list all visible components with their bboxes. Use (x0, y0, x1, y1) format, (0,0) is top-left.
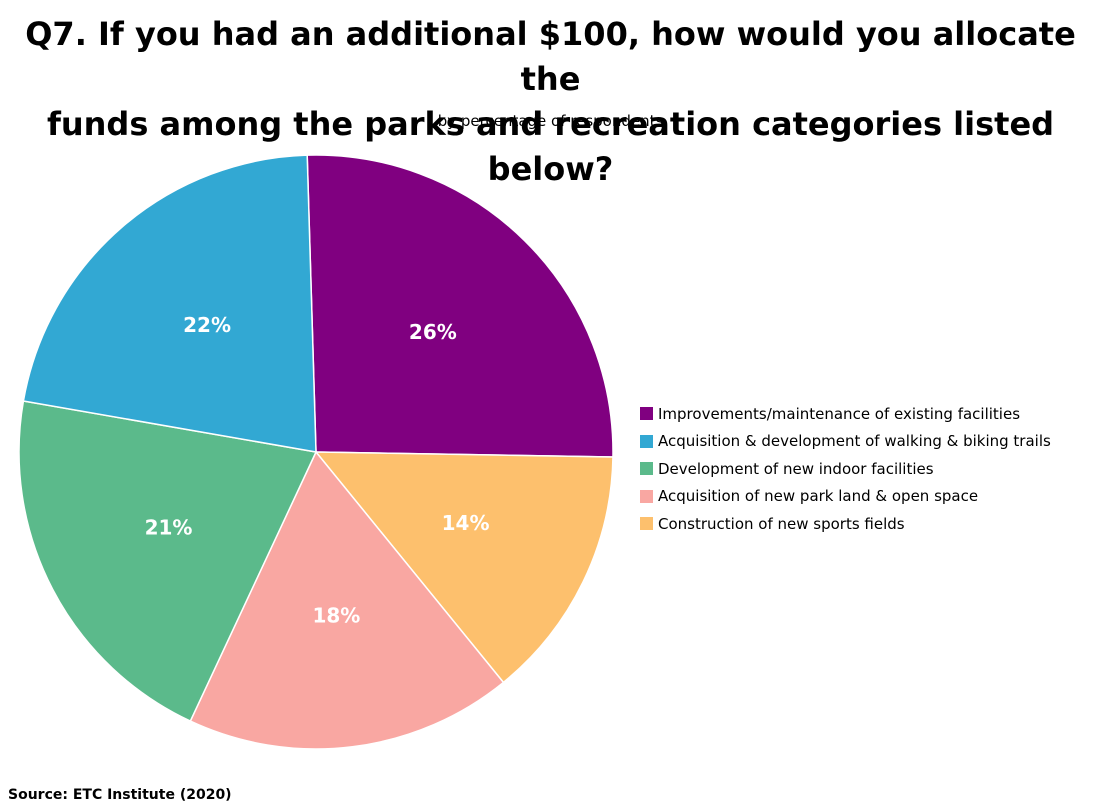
legend-label: Construction of new sports fields (658, 514, 905, 533)
legend-swatch (640, 517, 653, 531)
pie-slice-development-of-new-indoor-facilities (18, 400, 318, 723)
slice-label-improvements-maintenance-of-existing-facilities: 26% (409, 320, 457, 344)
slice-label-construction-of-new-sports-fields: 14% (442, 511, 490, 535)
pie-slice-acquisition-of-new-park-land-open-space (189, 450, 505, 750)
title-line-1: Q7. If you had an additional $100, how w… (25, 15, 1076, 98)
chart-title: Q7. If you had an additional $100, how w… (0, 12, 1101, 192)
source-note: Source: ETC Institute (2020) (8, 787, 232, 803)
pie-slice-acquisition-development-of-walking-biking-trails (22, 154, 317, 453)
legend-label: Improvements/maintenance of existing fac… (658, 404, 1021, 423)
slice-label-acquisition-of-new-park-land-open-space: 18% (312, 604, 360, 628)
legend-swatch (640, 434, 653, 448)
chart-legend: Improvements/maintenance of existing fac… (640, 400, 1051, 538)
legend-item-acquisition-development-of-walking-biking-trails: Acquisition & development of walking & b… (640, 428, 1051, 456)
chart-subtitle: by percentage of respondents (437, 112, 664, 130)
legend-label: Development of new indoor facilities (658, 459, 934, 478)
pie-slice-construction-of-new-sports-fields (314, 451, 614, 684)
pie-slice-improvements-maintenance-of-existing-facilities (306, 154, 614, 458)
legend-label: Acquisition of new park land & open spac… (658, 487, 979, 506)
legend-item-improvements-maintenance-of-existing-facilities: Improvements/maintenance of existing fac… (640, 400, 1051, 428)
legend-item-construction-of-new-sports-fields: Construction of new sports fields (640, 510, 1051, 538)
legend-label: Acquisition & development of walking & b… (658, 432, 1051, 451)
legend-swatch (640, 407, 653, 421)
slice-label-development-of-new-indoor-facilities: 21% (145, 515, 193, 539)
slice-label-acquisition-development-of-walking-biking-trails: 22% (183, 313, 231, 337)
legend-swatch (640, 489, 653, 503)
legend-item-development-of-new-indoor-facilities: Development of new indoor facilities (640, 455, 1051, 483)
title-line-2: funds among the parks and recreation cat… (46, 105, 1055, 188)
legend-swatch (640, 462, 653, 476)
legend-item-acquisition-of-new-park-land-open-space: Acquisition of new park land & open spac… (640, 483, 1051, 511)
